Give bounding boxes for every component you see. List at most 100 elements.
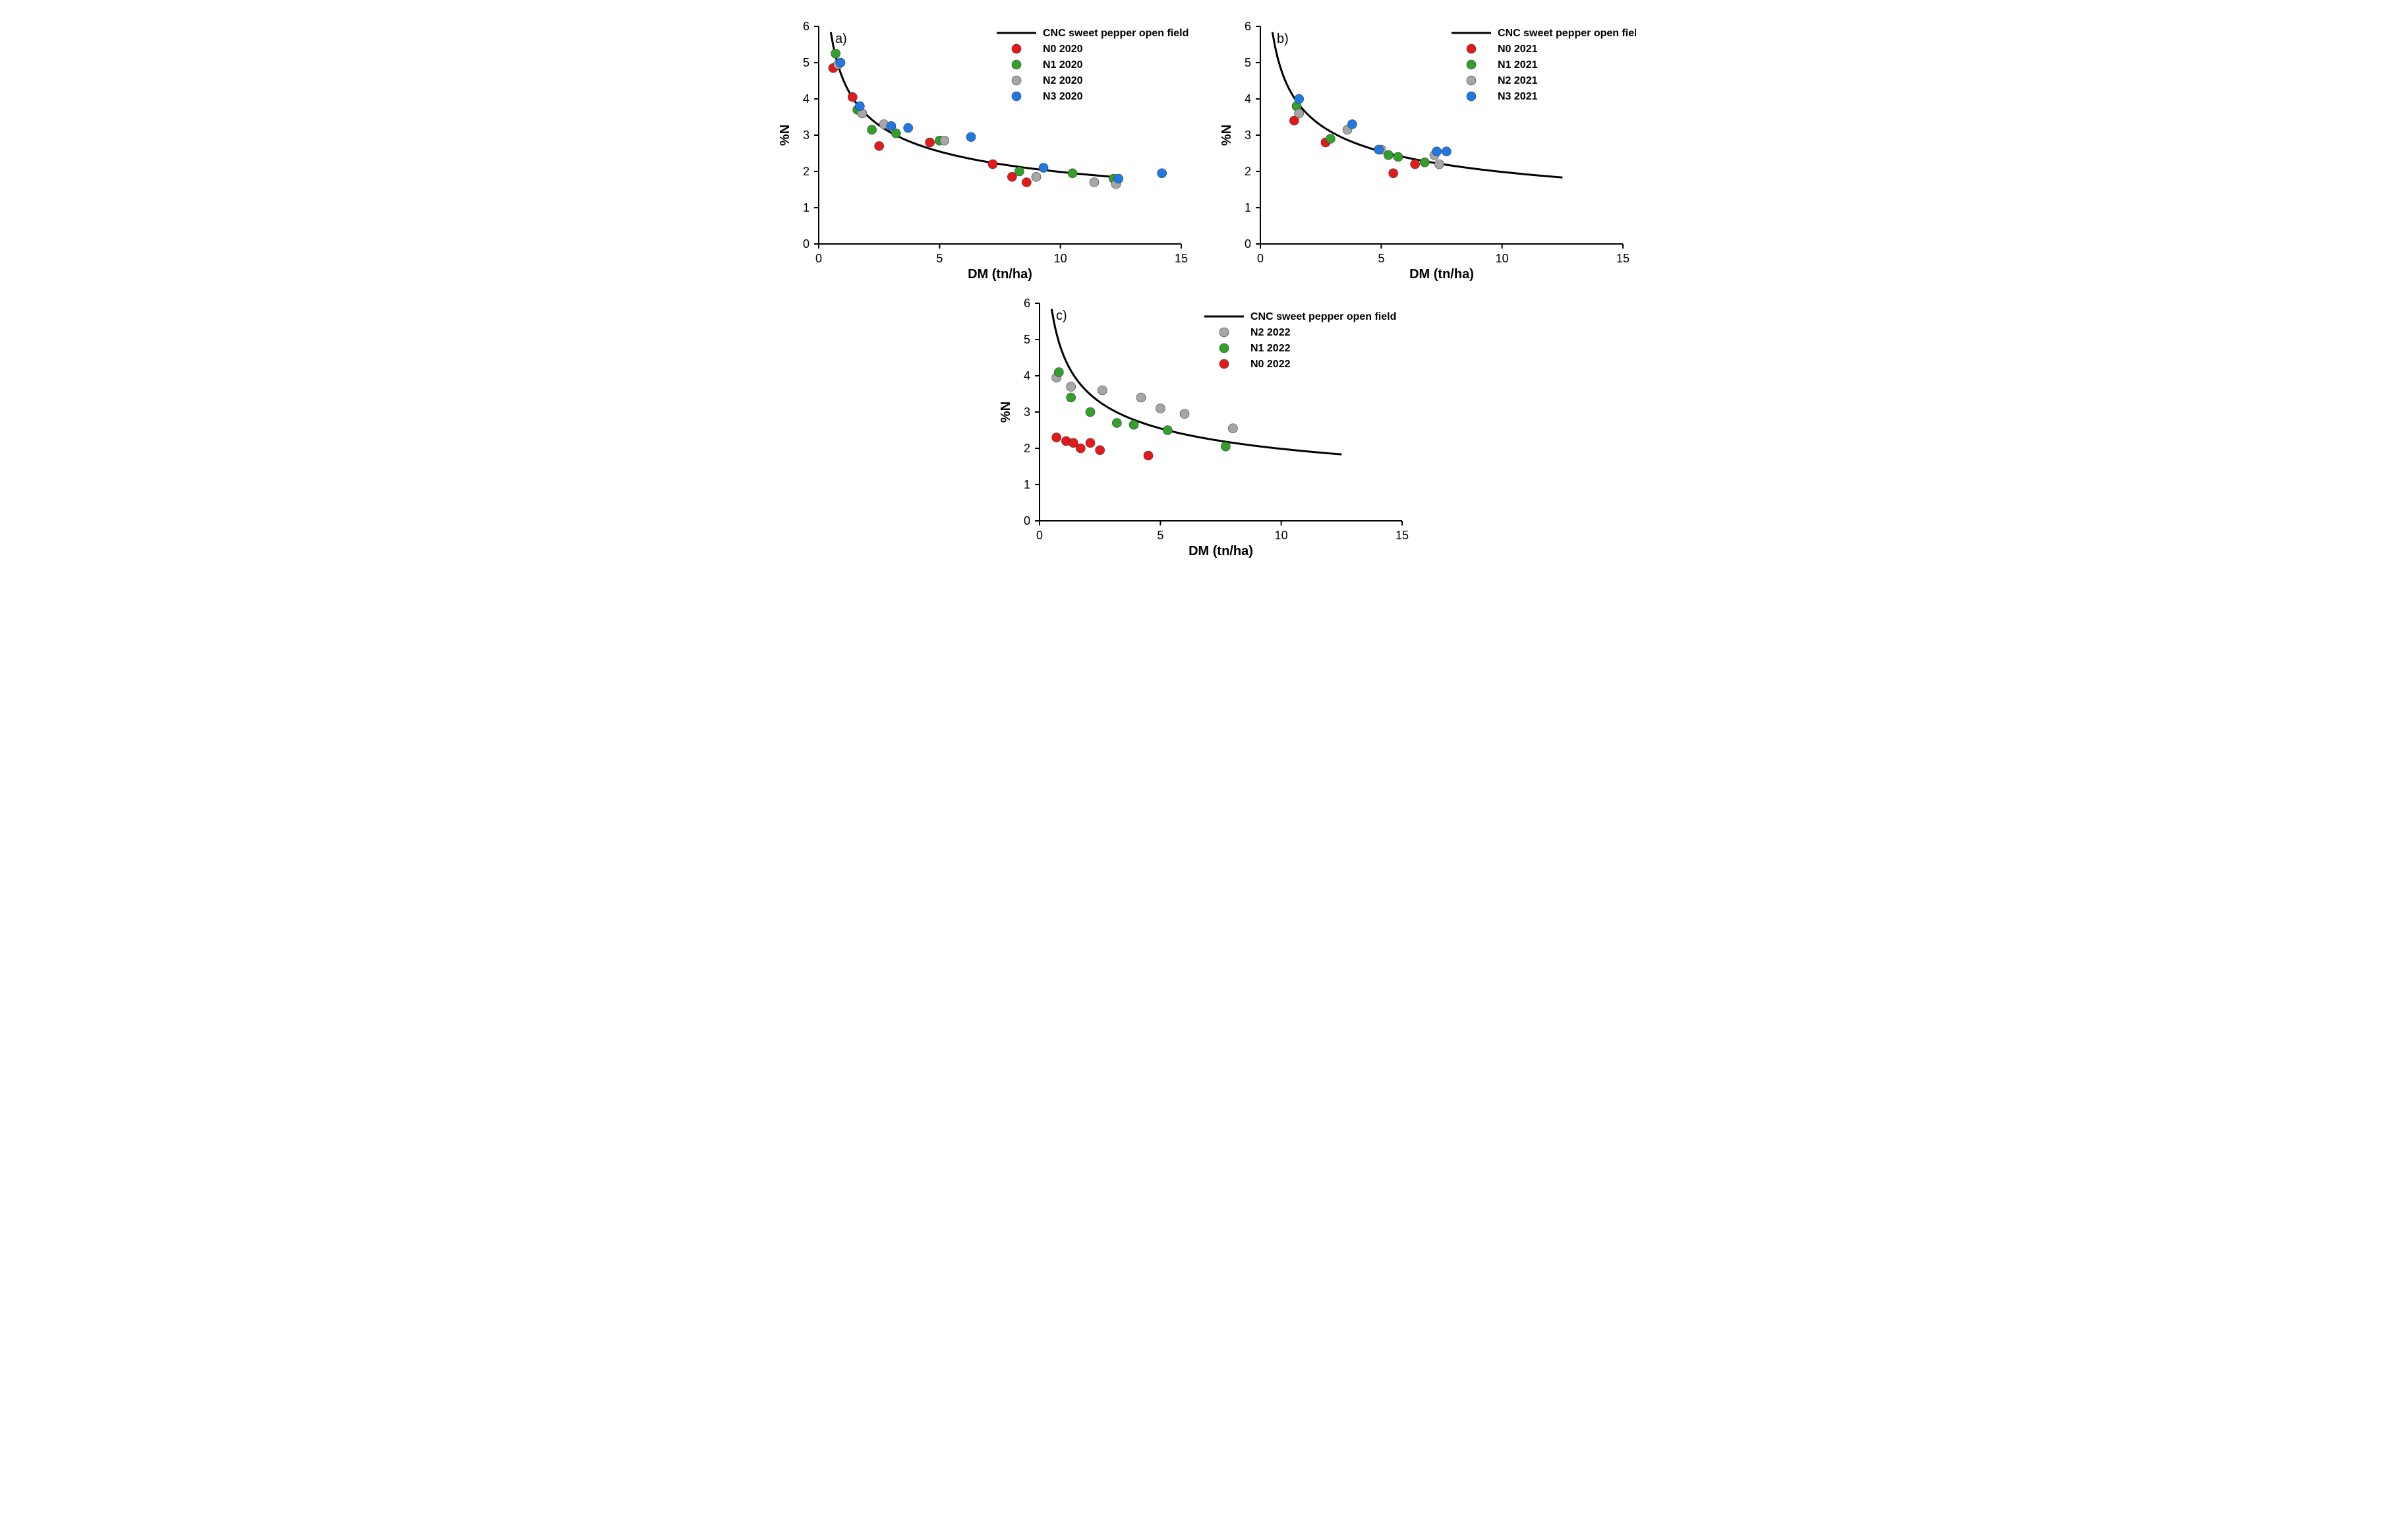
data-point-N3 <box>836 58 845 67</box>
chart-b: 0510150123456DM (tn/ha)%Nb)CNC sweet pep… <box>1214 13 1636 290</box>
data-point-N1 <box>1129 420 1138 429</box>
legend-curve-label: CNC sweet pepper open field <box>1250 311 1396 322</box>
y-tick-label: 3 <box>802 129 809 142</box>
chart-a: 0510150123456DM (tn/ha)%Na)CNC sweet pep… <box>773 13 1194 290</box>
data-point-N3 <box>887 121 896 131</box>
y-tick-label: 3 <box>1244 129 1250 142</box>
data-point-N3 <box>966 133 976 142</box>
data-point-N1 <box>1014 167 1024 176</box>
data-point-N1 <box>1221 442 1230 451</box>
data-point-N1 <box>1066 393 1075 402</box>
panel-b: 0510150123456DM (tn/ha)%Nb)CNC sweet pep… <box>1214 13 1636 290</box>
y-tick-label: 0 <box>1023 514 1030 527</box>
data-point-N3 <box>1039 164 1048 173</box>
legend-swatch-N2 <box>1219 328 1229 337</box>
legend-swatch-N3 <box>1467 92 1476 101</box>
data-point-N2 <box>1098 386 1107 395</box>
panel-letter: b) <box>1277 32 1289 46</box>
y-tick-label: 2 <box>1244 165 1250 178</box>
data-point-N1 <box>867 125 876 134</box>
y-tick-label: 3 <box>1023 405 1030 419</box>
x-tick-label: 5 <box>1378 252 1384 265</box>
data-point-N1 <box>1394 152 1403 162</box>
panel-letter: c) <box>1056 309 1067 323</box>
data-point-N1 <box>1163 426 1172 435</box>
data-point-N2 <box>1136 393 1146 402</box>
x-tick-label: 5 <box>936 252 943 265</box>
chart-c: 0510150123456DM (tn/ha)%Nc)CNC sweet pep… <box>993 290 1415 567</box>
data-point-N3 <box>1432 147 1441 156</box>
data-point-N1 <box>1054 368 1063 377</box>
data-point-N0 <box>1095 446 1104 455</box>
row-top: 0510150123456DM (tn/ha)%Na)CNC sweet pep… <box>743 13 1666 290</box>
data-point-N3 <box>1113 174 1123 183</box>
data-point-N1 <box>831 49 840 58</box>
data-point-N0 <box>874 142 883 151</box>
data-point-N2 <box>1090 178 1099 187</box>
y-axis-label: %N <box>1219 125 1234 146</box>
x-axis-label: DM (tn/ha) <box>1189 544 1253 558</box>
legend-swatch-N1 <box>1467 60 1476 69</box>
legend-label-N0: N0 2020 <box>1043 44 1083 55</box>
data-point-N0 <box>1051 433 1061 442</box>
panel-a: 0510150123456DM (tn/ha)%Na)CNC sweet pep… <box>773 13 1194 290</box>
data-point-N0 <box>1086 438 1095 448</box>
legend-swatch-N2 <box>1467 76 1476 85</box>
y-tick-label: 6 <box>1244 20 1250 33</box>
panel-letter: a) <box>835 32 847 46</box>
data-point-N2 <box>1066 382 1075 392</box>
data-point-N0 <box>925 138 934 147</box>
y-tick-label: 4 <box>1023 369 1030 382</box>
data-point-N3 <box>1374 145 1383 154</box>
y-tick-label: 1 <box>1244 201 1250 214</box>
x-tick-label: 5 <box>1157 529 1163 542</box>
data-point-N0 <box>1388 169 1397 178</box>
y-tick-label: 4 <box>1244 92 1250 105</box>
legend-swatch-N2 <box>1012 76 1021 85</box>
legend-label-N2: N2 2022 <box>1250 327 1291 338</box>
data-point-N0 <box>1410 160 1419 169</box>
x-tick-label: 15 <box>1174 252 1187 265</box>
data-point-N2 <box>1180 409 1189 419</box>
data-point-N3 <box>1347 120 1357 129</box>
x-axis-label: DM (tn/ha) <box>1409 267 1474 282</box>
figure: 0510150123456DM (tn/ha)%Na)CNC sweet pep… <box>730 0 1679 580</box>
row-bottom: 0510150123456DM (tn/ha)%Nc)CNC sweet pep… <box>743 290 1666 567</box>
legend-swatch-N1 <box>1219 343 1229 353</box>
data-point-N2 <box>1228 424 1237 433</box>
y-tick-label: 5 <box>1244 56 1250 69</box>
data-point-N3 <box>1294 94 1303 104</box>
data-point-N1 <box>1326 134 1335 144</box>
y-tick-label: 0 <box>1244 237 1250 251</box>
data-point-N2 <box>1434 160 1444 169</box>
legend-label-N1: N1 2021 <box>1498 59 1538 71</box>
legend-swatch-N0 <box>1012 44 1021 53</box>
data-point-N1 <box>1112 419 1121 428</box>
x-tick-label: 10 <box>1274 529 1287 542</box>
x-tick-label: 0 <box>1256 252 1263 265</box>
data-point-N1 <box>1420 158 1429 167</box>
legend-curve-label: CNC sweet pepper open field <box>1043 28 1189 39</box>
data-point-N3 <box>1157 169 1166 178</box>
x-tick-label: 10 <box>1053 252 1067 265</box>
data-point-N0 <box>1076 444 1085 453</box>
legend-label-N1: N1 2022 <box>1250 343 1291 354</box>
data-point-N0 <box>988 160 997 169</box>
y-axis-label: %N <box>999 402 1013 423</box>
legend-swatch-N0 <box>1467 44 1476 53</box>
legend-label-N3: N3 2021 <box>1498 91 1538 102</box>
y-tick-label: 6 <box>802 20 809 33</box>
y-tick-label: 1 <box>1023 478 1030 491</box>
y-tick-label: 5 <box>1023 333 1030 346</box>
legend-swatch-N1 <box>1012 60 1021 69</box>
data-point-N0 <box>1022 178 1031 187</box>
x-axis-label: DM (tn/ha) <box>968 267 1032 282</box>
data-point-N2 <box>939 136 949 145</box>
x-tick-label: 0 <box>815 252 821 265</box>
data-point-N2 <box>1294 109 1303 118</box>
legend-label-N0: N0 2022 <box>1250 359 1291 370</box>
data-point-N0 <box>848 92 857 102</box>
y-axis-label: %N <box>778 125 792 146</box>
data-point-N2 <box>1156 404 1165 413</box>
y-tick-label: 1 <box>802 201 809 214</box>
